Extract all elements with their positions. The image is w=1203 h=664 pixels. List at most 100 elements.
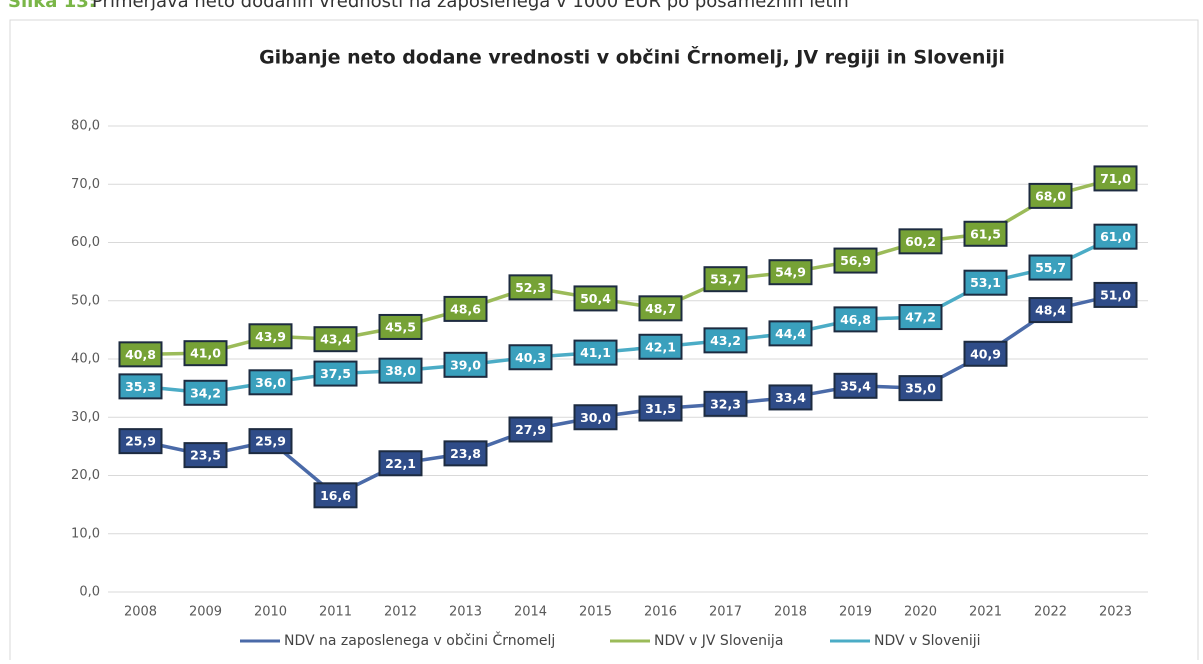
label-box xyxy=(118,428,163,455)
x-tick-label: 2021 xyxy=(969,605,1002,620)
label-box xyxy=(1028,254,1073,281)
label-box xyxy=(248,428,293,455)
x-tick-label: 2015 xyxy=(579,605,612,620)
label-box xyxy=(703,266,748,293)
label-box xyxy=(768,384,813,411)
data-label: 43,2 xyxy=(710,333,741,348)
label-box xyxy=(508,344,553,371)
y-tick-label: 20,0 xyxy=(71,468,100,483)
label-box xyxy=(963,220,1008,247)
y-tick-label: 30,0 xyxy=(71,410,100,425)
label-box xyxy=(183,379,228,406)
x-tick-label: 2013 xyxy=(449,605,482,620)
x-tick-label: 2019 xyxy=(839,605,872,620)
label-box xyxy=(898,228,943,255)
data-label: 23,8 xyxy=(450,446,481,461)
label-box xyxy=(898,304,943,331)
data-label: 25,9 xyxy=(255,434,286,449)
x-tick-label: 2022 xyxy=(1034,605,1067,620)
data-label: 48,4 xyxy=(1035,303,1066,318)
data-label: 53,1 xyxy=(970,275,1001,290)
data-label: 45,5 xyxy=(385,319,416,334)
label-box xyxy=(573,339,618,366)
x-tick-label: 2023 xyxy=(1099,605,1132,620)
data-label: 42,1 xyxy=(645,339,676,354)
label-box xyxy=(248,323,293,350)
data-label: 35,4 xyxy=(840,378,871,393)
legend-label: NDV na zaposlenega v občini Črnomelj xyxy=(284,631,555,649)
label-box xyxy=(833,306,878,333)
data-label: 35,0 xyxy=(905,381,936,396)
caption: Primerjava neto dodanih vrednosti na zap… xyxy=(92,0,849,12)
data-label: 30,0 xyxy=(580,410,611,425)
chart-title: Gibanje neto dodane vrednosti v občini Č… xyxy=(259,45,1005,69)
data-label: 22,1 xyxy=(385,456,416,471)
data-label: 54,9 xyxy=(775,265,806,280)
data-label: 48,6 xyxy=(450,301,481,316)
label-box xyxy=(963,340,1008,367)
x-tick-label: 2010 xyxy=(254,605,287,620)
data-label: 32,3 xyxy=(710,396,741,411)
label-box xyxy=(703,327,748,354)
label-box xyxy=(768,320,813,347)
data-label: 39,0 xyxy=(450,357,481,372)
data-label: 25,9 xyxy=(125,434,156,449)
label-box xyxy=(313,360,358,387)
legend-label: NDV v Sloveniji xyxy=(874,633,981,649)
label-box xyxy=(508,416,553,443)
data-label: 48,7 xyxy=(645,301,676,316)
label-box xyxy=(833,247,878,274)
label-box xyxy=(1093,223,1138,250)
label-box xyxy=(638,395,683,422)
label-box xyxy=(573,404,618,431)
data-label: 16,6 xyxy=(320,488,351,503)
data-label: 40,9 xyxy=(970,346,1001,361)
data-label: 56,9 xyxy=(840,253,871,268)
data-label: 50,4 xyxy=(580,291,611,306)
label-box xyxy=(703,390,748,417)
label-box xyxy=(1093,165,1138,192)
x-tick-label: 2016 xyxy=(644,605,677,620)
data-label: 47,2 xyxy=(905,310,936,325)
x-tick-label: 2017 xyxy=(709,605,742,620)
data-label: 33,4 xyxy=(775,390,806,405)
data-label: 40,3 xyxy=(515,350,546,365)
label-box xyxy=(508,274,553,301)
data-label: 36,0 xyxy=(255,375,286,390)
label-box xyxy=(443,295,488,322)
data-label: 52,3 xyxy=(515,280,546,295)
data-label: 43,9 xyxy=(255,329,286,344)
label-box xyxy=(1028,182,1073,209)
x-tick-label: 2014 xyxy=(514,605,547,620)
data-label: 38,0 xyxy=(385,363,416,378)
data-label: 23,5 xyxy=(190,448,221,463)
label-box xyxy=(118,341,163,368)
x-tick-label: 2018 xyxy=(774,605,807,620)
y-tick-label: 40,0 xyxy=(71,352,100,367)
label-box xyxy=(378,313,423,340)
x-tick-label: 2011 xyxy=(319,605,352,620)
label-box xyxy=(638,295,683,322)
label-box xyxy=(443,351,488,378)
x-tick-label: 2012 xyxy=(384,605,417,620)
caption-label: Slika 13: xyxy=(8,0,96,12)
y-tick-label: 80,0 xyxy=(71,119,100,134)
data-label: 40,8 xyxy=(125,347,156,362)
label-box xyxy=(638,333,683,360)
data-label: 61,0 xyxy=(1100,229,1131,244)
data-label: 46,8 xyxy=(840,312,871,327)
series-line xyxy=(140,235,1117,395)
data-label: 68,0 xyxy=(1035,188,1066,203)
label-box xyxy=(573,285,618,312)
data-label: 55,7 xyxy=(1035,260,1066,275)
label-box xyxy=(833,372,878,399)
label-box xyxy=(443,440,488,467)
data-label: 41,0 xyxy=(190,346,221,361)
y-tick-label: 0,0 xyxy=(79,585,100,600)
legend-label: NDV v JV Slovenija xyxy=(654,633,783,649)
label-box xyxy=(378,357,423,384)
label-box xyxy=(183,442,228,469)
label-box xyxy=(313,326,358,353)
data-label: 53,7 xyxy=(710,272,741,287)
